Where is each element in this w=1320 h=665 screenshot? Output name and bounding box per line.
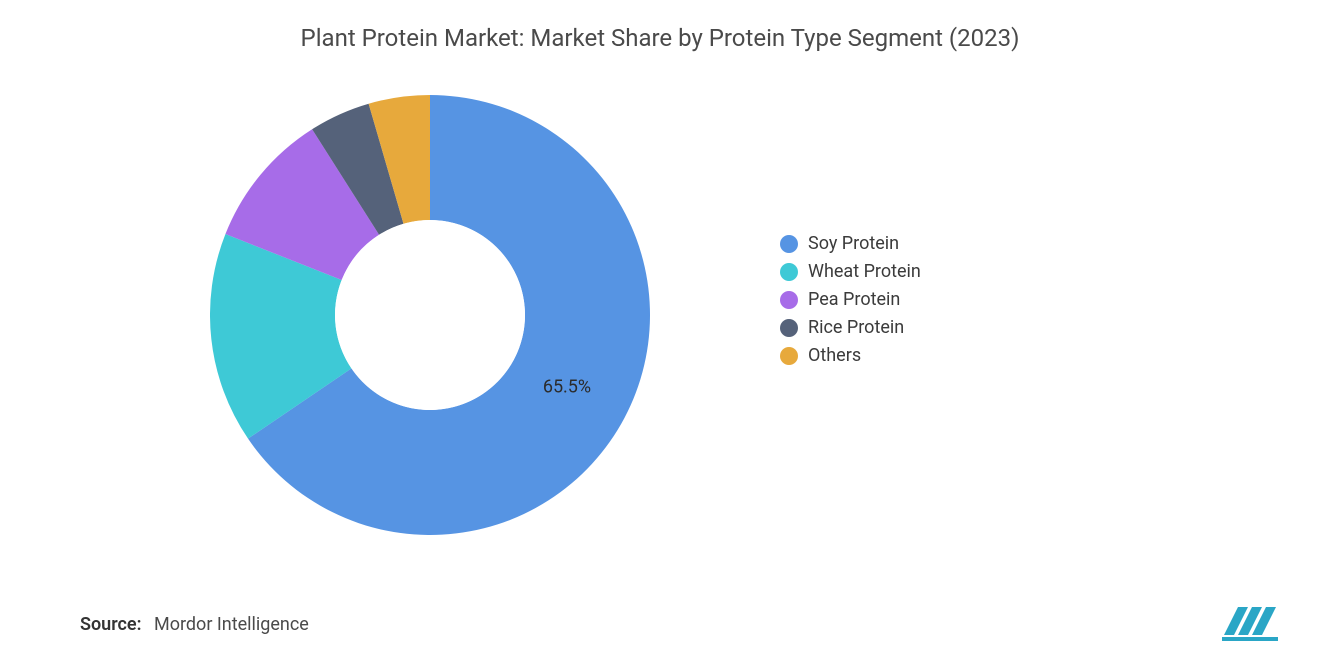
legend-item: Soy Protein (780, 235, 921, 253)
donut-svg: 65.5% (210, 95, 650, 535)
chart-legend: Soy Protein Wheat Protein Pea Protein Rice … (780, 235, 921, 375)
legend-swatch (780, 263, 798, 281)
legend-swatch (780, 347, 798, 365)
legend-swatch (780, 319, 798, 337)
legend-label: Others (808, 347, 861, 365)
legend-swatch (780, 291, 798, 309)
donut-hole (335, 220, 525, 410)
legend-item: Wheat Protein (780, 263, 921, 281)
brand-logo (1220, 601, 1290, 645)
legend-item: Rice Protein (780, 319, 921, 337)
chart-title: Plant Protein Market: Market Share by Pr… (0, 24, 1320, 52)
legend-label: Rice Protein (808, 319, 904, 337)
source-label: Source: (80, 614, 142, 635)
donut-chart: 65.5% (210, 95, 650, 535)
legend-label: Soy Protein (808, 235, 899, 253)
legend-label: Wheat Protein (808, 263, 921, 281)
legend-item: Pea Protein (780, 291, 921, 309)
legend-swatch (780, 235, 798, 253)
source-text: Mordor Intelligence (154, 614, 309, 635)
legend-label: Pea Protein (808, 291, 900, 309)
legend-item: Others (780, 347, 921, 365)
source-attribution: Source: Mordor Intelligence (80, 614, 309, 635)
logo-baseline (1222, 637, 1278, 641)
slice-percent-label: 65.5% (543, 376, 591, 397)
